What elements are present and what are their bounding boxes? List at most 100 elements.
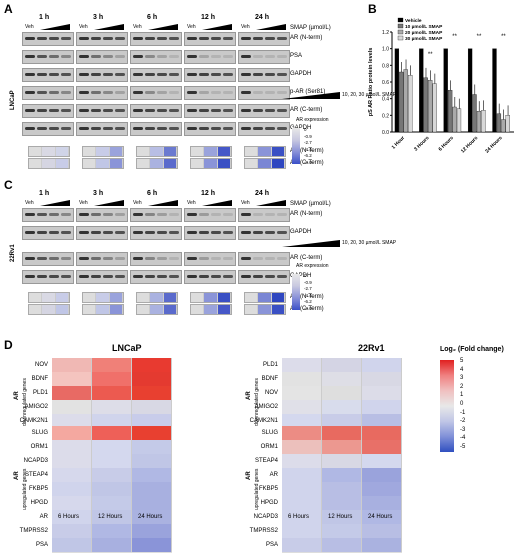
blot-strip [184, 270, 236, 284]
bar [394, 48, 400, 133]
quant-cell [109, 159, 123, 168]
quant-cell [29, 147, 43, 156]
heatmap-cell [322, 482, 362, 496]
x-tick-label: 12 Hours [460, 135, 480, 155]
quant-cell [96, 305, 110, 314]
blot-strip [184, 32, 236, 46]
blot-band [187, 257, 197, 260]
lncap-up-row [52, 440, 172, 455]
blot-band [157, 127, 167, 130]
legend-swatch [397, 23, 404, 29]
blot-band [223, 275, 233, 278]
blot-strip [238, 270, 290, 284]
blot-strip [76, 226, 128, 240]
heatmap-cell [322, 496, 362, 510]
blot-strip [22, 32, 74, 46]
heatmap-cell [132, 482, 172, 496]
heatmap-cell [282, 386, 322, 400]
panel-label-a: A [4, 2, 13, 16]
quant-box [244, 304, 286, 315]
blot-strip [76, 50, 128, 64]
blot-band [103, 213, 113, 216]
blot-band [169, 231, 179, 234]
quant-cell [96, 147, 110, 156]
bar [399, 71, 404, 133]
22rv1-up-row [282, 524, 402, 539]
quant-cell [96, 159, 110, 168]
x-tick-label: 1 Hour [391, 135, 406, 150]
blot-band [277, 109, 287, 112]
sig-marker: ** [477, 34, 482, 40]
quant-cell [42, 147, 56, 156]
blot-band [115, 257, 125, 260]
dose-wedge [40, 24, 70, 30]
blot-band [37, 127, 47, 130]
veh-label: Veh [79, 24, 88, 30]
blot-band [49, 37, 59, 40]
quant-cell [55, 147, 69, 156]
blot-band [61, 257, 71, 260]
veh-label: Veh [187, 24, 196, 30]
y-tick-label: 0.8 [382, 63, 389, 69]
blot-band [103, 257, 113, 260]
blot-strip [22, 208, 74, 222]
quant-box [244, 146, 286, 157]
blot-band [277, 257, 287, 260]
blot-band [115, 127, 125, 130]
heatmap-cell [52, 510, 92, 524]
blot-band [37, 231, 47, 234]
heatmap-x-label: 24 Hours [368, 514, 393, 520]
blot-band [91, 275, 101, 278]
heatmap-cell [322, 524, 362, 538]
blot-band [79, 55, 89, 58]
quant-box [190, 146, 232, 157]
quant-box [136, 158, 178, 169]
blot-band [241, 257, 251, 260]
quant-box [82, 146, 124, 157]
panel-label-b: B [368, 2, 377, 16]
bar [452, 106, 457, 133]
heatmap-cell [282, 510, 322, 524]
blot-strip [76, 68, 128, 82]
blot-band [103, 55, 113, 58]
x-tick-label: 24 Hours [484, 135, 504, 155]
22rv1-down-row [282, 414, 402, 429]
blot-band [223, 37, 233, 40]
timepoint-label: 12 h [201, 14, 216, 21]
blot-band [157, 73, 167, 76]
blot-strip [22, 68, 74, 82]
blot-band [91, 37, 101, 40]
dose-note: 10, 20, 30 µmol/L SMAP [342, 240, 397, 246]
blot-band [133, 127, 143, 130]
veh-label: Veh [241, 24, 250, 30]
blot-band [187, 73, 197, 76]
gene-label: AR [39, 514, 48, 520]
blot-band [37, 37, 47, 40]
blot-band [25, 37, 35, 40]
gene-label: STEAP4 [24, 472, 48, 478]
bar [403, 69, 408, 133]
legend-label: 30 µmol/L SMAP [405, 36, 443, 42]
gene-label: AMIGO2 [24, 404, 48, 410]
blot-strip [238, 122, 290, 136]
legend-value: -4.4 [304, 292, 312, 298]
blot-strip [22, 104, 74, 118]
heatmap-cell [362, 414, 402, 428]
ar-label: AR [246, 471, 252, 480]
blot-band [157, 257, 167, 260]
bar [467, 48, 473, 133]
quant-box [28, 304, 70, 315]
lncap-up-row [52, 454, 172, 469]
blot-band [115, 73, 125, 76]
blot-band [265, 55, 275, 58]
veh-label: Veh [133, 24, 142, 30]
22rv1-up-row [282, 468, 402, 483]
heatmap-cell [52, 414, 92, 428]
legend-label: 20 µmol/L SMAP [405, 30, 443, 36]
lncap-up-row [52, 468, 172, 483]
heatmap-cell [132, 538, 172, 552]
blot-strip [238, 32, 290, 46]
bar [505, 115, 510, 133]
heatmap-cell [322, 468, 362, 482]
blot-band [241, 55, 251, 58]
